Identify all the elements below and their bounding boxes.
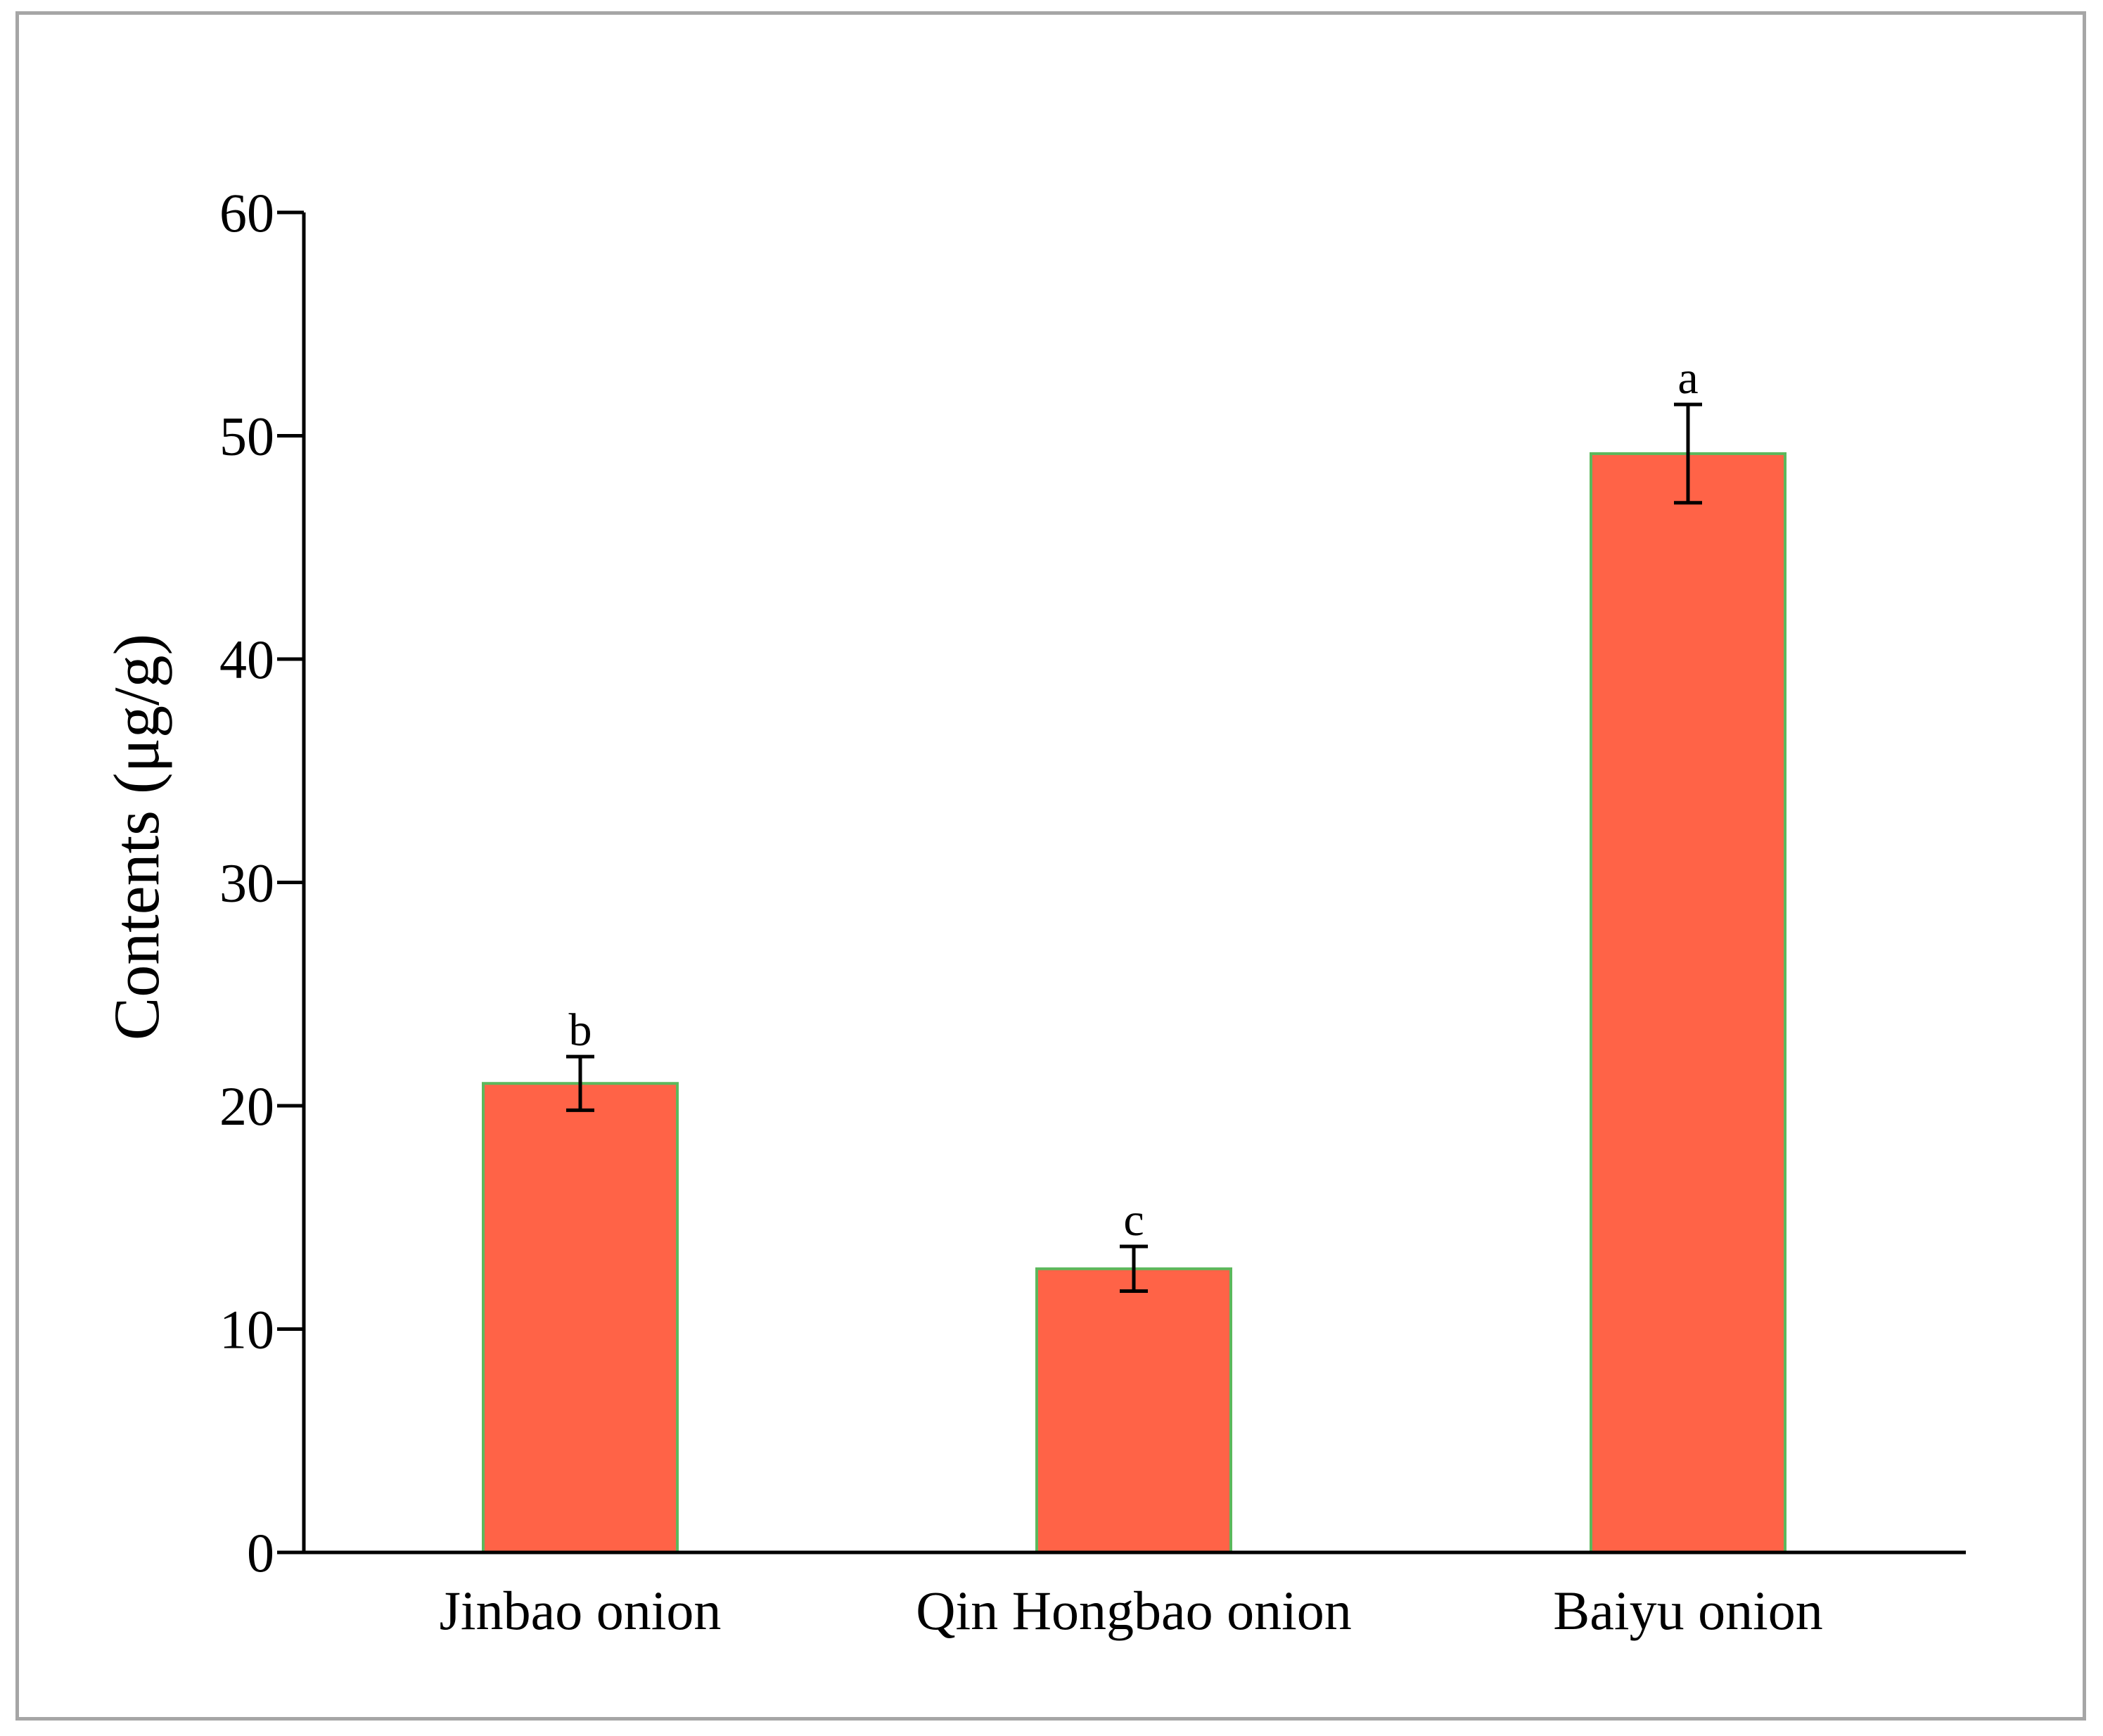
significance-label: c <box>1123 1194 1144 1246</box>
y-tick-label: 40 <box>219 629 274 690</box>
x-category-label: Baiyu onion <box>1553 1580 1823 1641</box>
significance-label: b <box>569 1004 592 1056</box>
x-category-label: Jinbao onion <box>440 1580 722 1641</box>
significance-label: a <box>1677 352 1698 404</box>
y-tick-label: 50 <box>219 406 274 467</box>
y-axis-ticks: 0 10 20 30 40 50 60 <box>219 182 304 1583</box>
bar <box>1035 1267 1232 1555</box>
y-axis-title: Contents (μg/g) <box>101 634 172 1040</box>
y-tick-label: 0 <box>247 1522 274 1583</box>
significance-labels-group: b c a <box>569 352 1699 1246</box>
y-tick-label: 20 <box>219 1076 274 1137</box>
x-axis-labels: Jinbao onion Qin Hongbao onion Baiyu onion <box>440 1580 1823 1641</box>
error-bars-group <box>566 402 1702 1294</box>
x-category-label: Qin Hongbao onion <box>916 1580 1352 1641</box>
y-tick-label: 60 <box>219 182 274 243</box>
y-tick-label: 10 <box>219 1299 274 1360</box>
y-tick-label: 30 <box>219 853 274 914</box>
bars-group <box>482 452 1786 1555</box>
bar <box>1590 452 1786 1554</box>
bar <box>482 1082 679 1554</box>
